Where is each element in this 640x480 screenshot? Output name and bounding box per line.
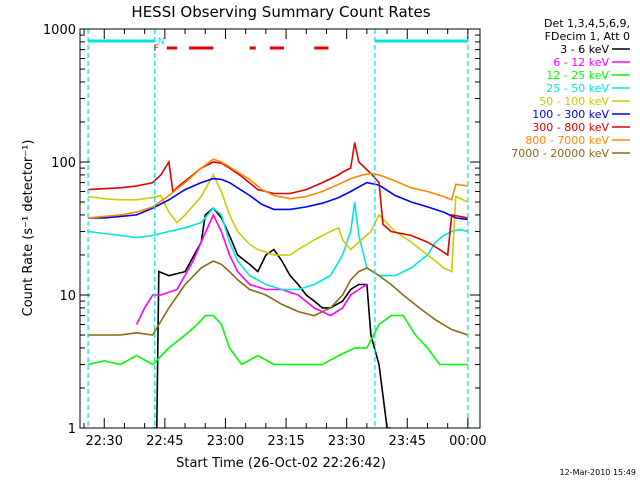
series-line-1 xyxy=(135,213,368,325)
series-line-5 xyxy=(88,177,468,221)
y-axis-label: Count Rate (s⁻¹ detector⁻¹) xyxy=(21,140,36,317)
y-tick-label-3: 1000 xyxy=(43,23,76,38)
x-axis: 22:30 22:45 23:00 23:15 23:30 23:45 00:00 xyxy=(83,29,487,449)
x-axis-label: Start Time (26-Oct-02 22:26:42) xyxy=(176,456,386,471)
series-line-0 xyxy=(152,206,392,428)
legend-entry-label-5: 100 - 300 keV xyxy=(532,108,609,121)
x-tick-label-6: 00:00 xyxy=(449,434,486,449)
y-tick-label-1: 10 xyxy=(59,289,76,304)
x-tick-label-0: 22:30 xyxy=(86,434,123,449)
flare-flag-label: F xyxy=(154,44,159,54)
legend-entry-label-8: 7000 - 20000 keV xyxy=(511,147,609,160)
plot-frame xyxy=(79,28,481,429)
legend-entry-label-6: 300 - 800 keV xyxy=(532,121,609,134)
legend-header-line-2: FDecim 1, Att 0 xyxy=(545,30,630,43)
legend-entry-label-1: 6 - 12 keV xyxy=(553,56,609,69)
legend-entry-label-7: 800 - 7000 keV xyxy=(525,134,609,147)
y-tick-label-0: 1 xyxy=(68,422,76,437)
series-line-7 xyxy=(88,158,469,219)
legend-entry-label-0: 3 - 6 keV xyxy=(560,43,609,56)
series-line-2 xyxy=(87,314,468,366)
x-tick-label-5: 23:45 xyxy=(389,434,426,449)
series-line-6 xyxy=(88,142,469,257)
legend-entry-label-3: 25 - 50 keV xyxy=(546,82,609,95)
flag-bars: NF xyxy=(88,37,468,54)
legend-entry-label-2: 12 - 25 keV xyxy=(546,69,609,82)
x-tick-label-1: 22:45 xyxy=(146,434,183,449)
series-line-4 xyxy=(87,173,469,273)
legend-header-line-1: Det 1,3,4,5,6,9, xyxy=(544,17,630,30)
series-line-8 xyxy=(88,260,469,336)
series-line-3 xyxy=(88,201,469,291)
legend-entry-label-4: 50 - 100 keV xyxy=(539,95,609,108)
x-tick-label-3: 23:15 xyxy=(267,434,304,449)
y-axis: 1 10 100 1000 xyxy=(43,23,480,437)
y-tick-label-2: 100 xyxy=(51,156,76,171)
legend: Det 1,3,4,5,6,9, FDecim 1, Att 0 3 - 6 k… xyxy=(511,17,630,160)
plot-series xyxy=(87,29,469,428)
timestamp: 12-Mar-2010 15:49 xyxy=(560,468,637,477)
chart-title: HESSI Observing Summary Count Rates xyxy=(131,3,430,21)
x-tick-label-4: 23:30 xyxy=(328,434,365,449)
night-flag-label: N xyxy=(158,37,165,47)
x-tick-label-2: 23:00 xyxy=(207,434,244,449)
